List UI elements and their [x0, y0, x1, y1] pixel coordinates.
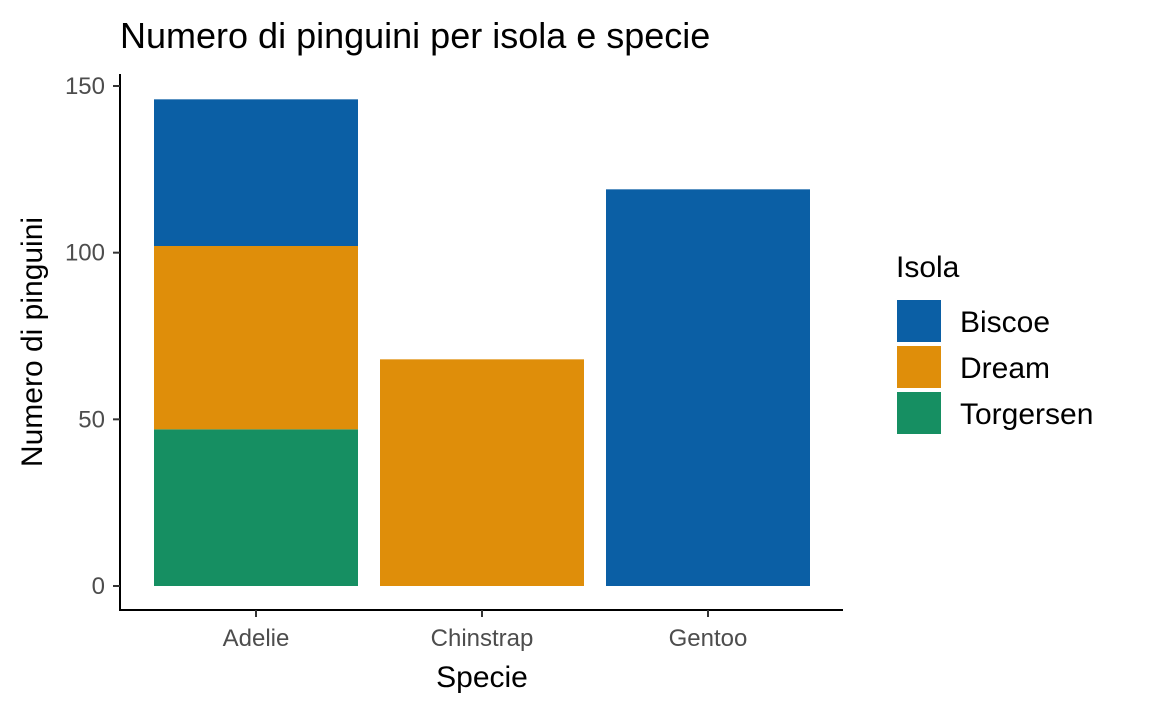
legend-key-dream — [897, 346, 941, 388]
chart-title: Numero di pinguini per isola e specie — [120, 15, 710, 56]
plot-area — [154, 99, 810, 587]
y-axis-ticks: 0 50 100 150 — [65, 73, 120, 600]
x-axis-title: Specie — [436, 661, 528, 694]
bar-gentoo-biscoe — [606, 189, 810, 587]
x-tick-label: Gentoo — [669, 625, 748, 652]
bar-adelie-dream — [154, 246, 358, 430]
y-tick-label: 0 — [92, 573, 105, 600]
legend-label-biscoe: Biscoe — [960, 306, 1050, 339]
legend-title: Isola — [896, 251, 960, 284]
x-tick-label: Adelie — [223, 625, 290, 652]
legend-key-torgersen — [897, 392, 941, 434]
y-tick-label: 50 — [78, 406, 105, 433]
bar-adelie-biscoe — [154, 99, 358, 246]
legend-label-dream: Dream — [960, 352, 1050, 385]
x-tick-label: Chinstrap — [431, 625, 534, 652]
legend-key-biscoe — [897, 300, 941, 342]
legend-label-torgersen: Torgersen — [960, 398, 1093, 431]
y-tick-label: 100 — [65, 240, 105, 267]
y-tick-label: 150 — [65, 73, 105, 100]
bar-adelie-torgersen — [154, 429, 358, 586]
legend: Isola Biscoe Dream Torgersen — [896, 251, 1093, 434]
y-axis-title: Numero di pinguini — [16, 217, 49, 467]
x-axis-ticks: Adelie Chinstrap Gentoo — [223, 610, 748, 652]
bar-chinstrap-dream — [380, 359, 584, 586]
